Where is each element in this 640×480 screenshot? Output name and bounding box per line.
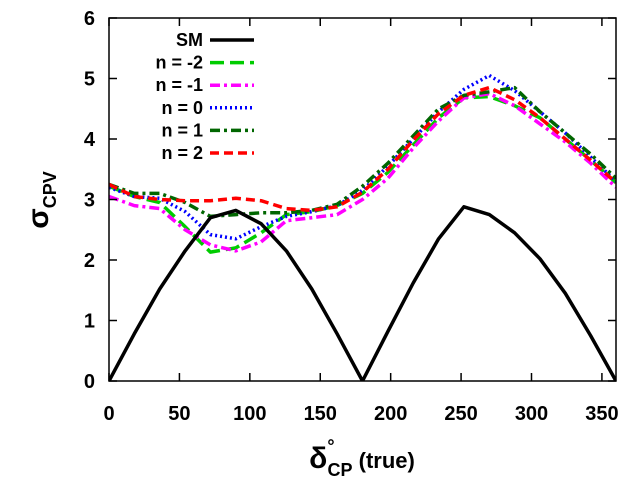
x-axis-title-main: δ xyxy=(309,442,327,475)
x-tick-label: 0 xyxy=(103,403,114,425)
y-axis-title: σCPV xyxy=(22,171,60,229)
series-layer xyxy=(109,73,616,381)
series-line-5 xyxy=(109,85,616,213)
x-axis-title-sub: CP xyxy=(328,460,353,480)
legend-label: n = -1 xyxy=(155,75,203,95)
series-line-3 xyxy=(109,73,616,241)
series-line-2 xyxy=(109,91,616,253)
y-tick-label: 4 xyxy=(84,129,96,151)
y-tick-label: 1 xyxy=(84,311,95,333)
x-tick-label: 50 xyxy=(168,403,190,425)
x-axis-title-sup: ° xyxy=(327,436,334,456)
legend: SM n = -2n = -1 n = 0n = 1 n = 2 xyxy=(155,30,254,163)
series-line-4 xyxy=(109,85,616,219)
legend-label: SM xyxy=(176,30,203,50)
y-tick-label: 3 xyxy=(84,190,95,212)
y-tick-label: 0 xyxy=(84,371,95,393)
y-tick-label: 6 xyxy=(84,8,95,30)
x-tick-label: 200 xyxy=(374,403,407,425)
legend-label: n = -2 xyxy=(155,53,203,73)
series-line-0 xyxy=(109,205,616,381)
legend-label: n = 1 xyxy=(161,120,203,140)
y-axis-title-sub: CPV xyxy=(40,171,60,208)
y-axis-title-main: σ xyxy=(22,208,55,229)
legend-label: n = 2 xyxy=(161,143,203,163)
x-axis-title-suffix: (true) xyxy=(353,448,415,473)
x-tick-label: 100 xyxy=(233,403,266,425)
x-tick-label: 250 xyxy=(444,403,477,425)
x-tick-label: 350 xyxy=(585,403,618,425)
x-axis-title: δ° CP (true) xyxy=(309,436,415,480)
legend-label: n = 0 xyxy=(161,98,203,118)
x-tick-label: 300 xyxy=(515,403,548,425)
ticks-layer: 0 50 100 150 200 250 300 350 0 1 2 3 4 5 6 xyxy=(84,8,619,425)
y-tick-label: 2 xyxy=(84,250,95,272)
y-tick-label: 5 xyxy=(84,69,95,91)
x-tick-label: 150 xyxy=(304,403,337,425)
